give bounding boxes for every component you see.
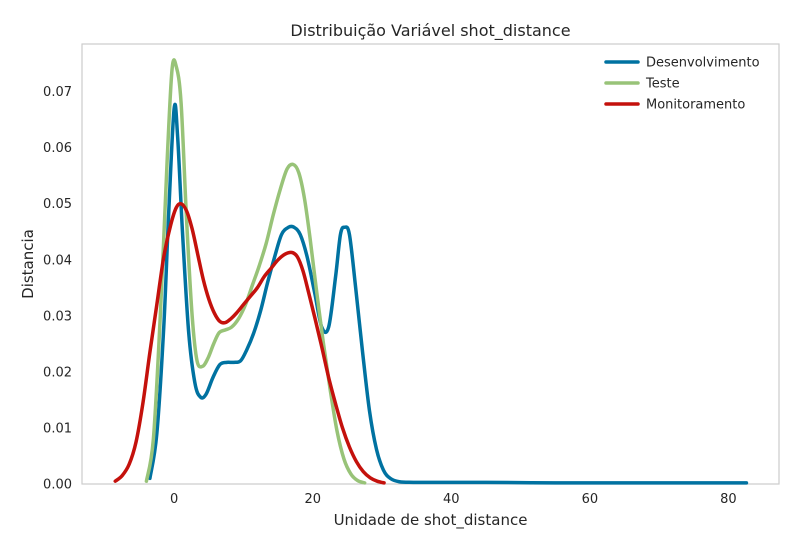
legend: Desenvolvimento Teste Monitoramento [604, 56, 760, 113]
series-line-teste [144, 58, 367, 485]
y-tick-label: 0.05 [43, 197, 72, 212]
y-axis-label: Distancia [19, 229, 37, 299]
y-tick-label: 0.04 [43, 253, 72, 268]
legend-label-monitoramento: Monitoramento [646, 98, 745, 113]
y-tick-label: 0.07 [43, 85, 72, 100]
x-axis-ticks: 0 20 40 60 80 [170, 492, 737, 507]
legend-label-desenvolvimento: Desenvolvimento [646, 56, 760, 71]
y-tick-label: 0.00 [43, 478, 72, 493]
x-tick-label: 80 [720, 492, 737, 507]
y-tick-label: 0.02 [43, 365, 72, 380]
y-tick-label: 0.03 [43, 309, 72, 324]
y-tick-label: 0.06 [43, 141, 72, 156]
series-line-monitoramento [113, 201, 386, 485]
legend-label-teste: Teste [645, 77, 680, 92]
x-tick-label: 20 [304, 492, 321, 507]
x-tick-label: 0 [170, 492, 178, 507]
x-axis-label: Unidade de shot_distance [334, 511, 528, 530]
x-tick-label: 40 [443, 492, 460, 507]
series-layer [113, 58, 749, 485]
y-axis-ticks: 0.00 0.01 0.02 0.03 0.04 0.05 0.06 0.07 [43, 85, 72, 492]
x-tick-label: 60 [582, 492, 599, 507]
chart-title: Distribuição Variável shot_distance [290, 21, 570, 41]
y-tick-label: 0.01 [43, 421, 72, 436]
series-line-desenvolvimento [148, 102, 749, 485]
